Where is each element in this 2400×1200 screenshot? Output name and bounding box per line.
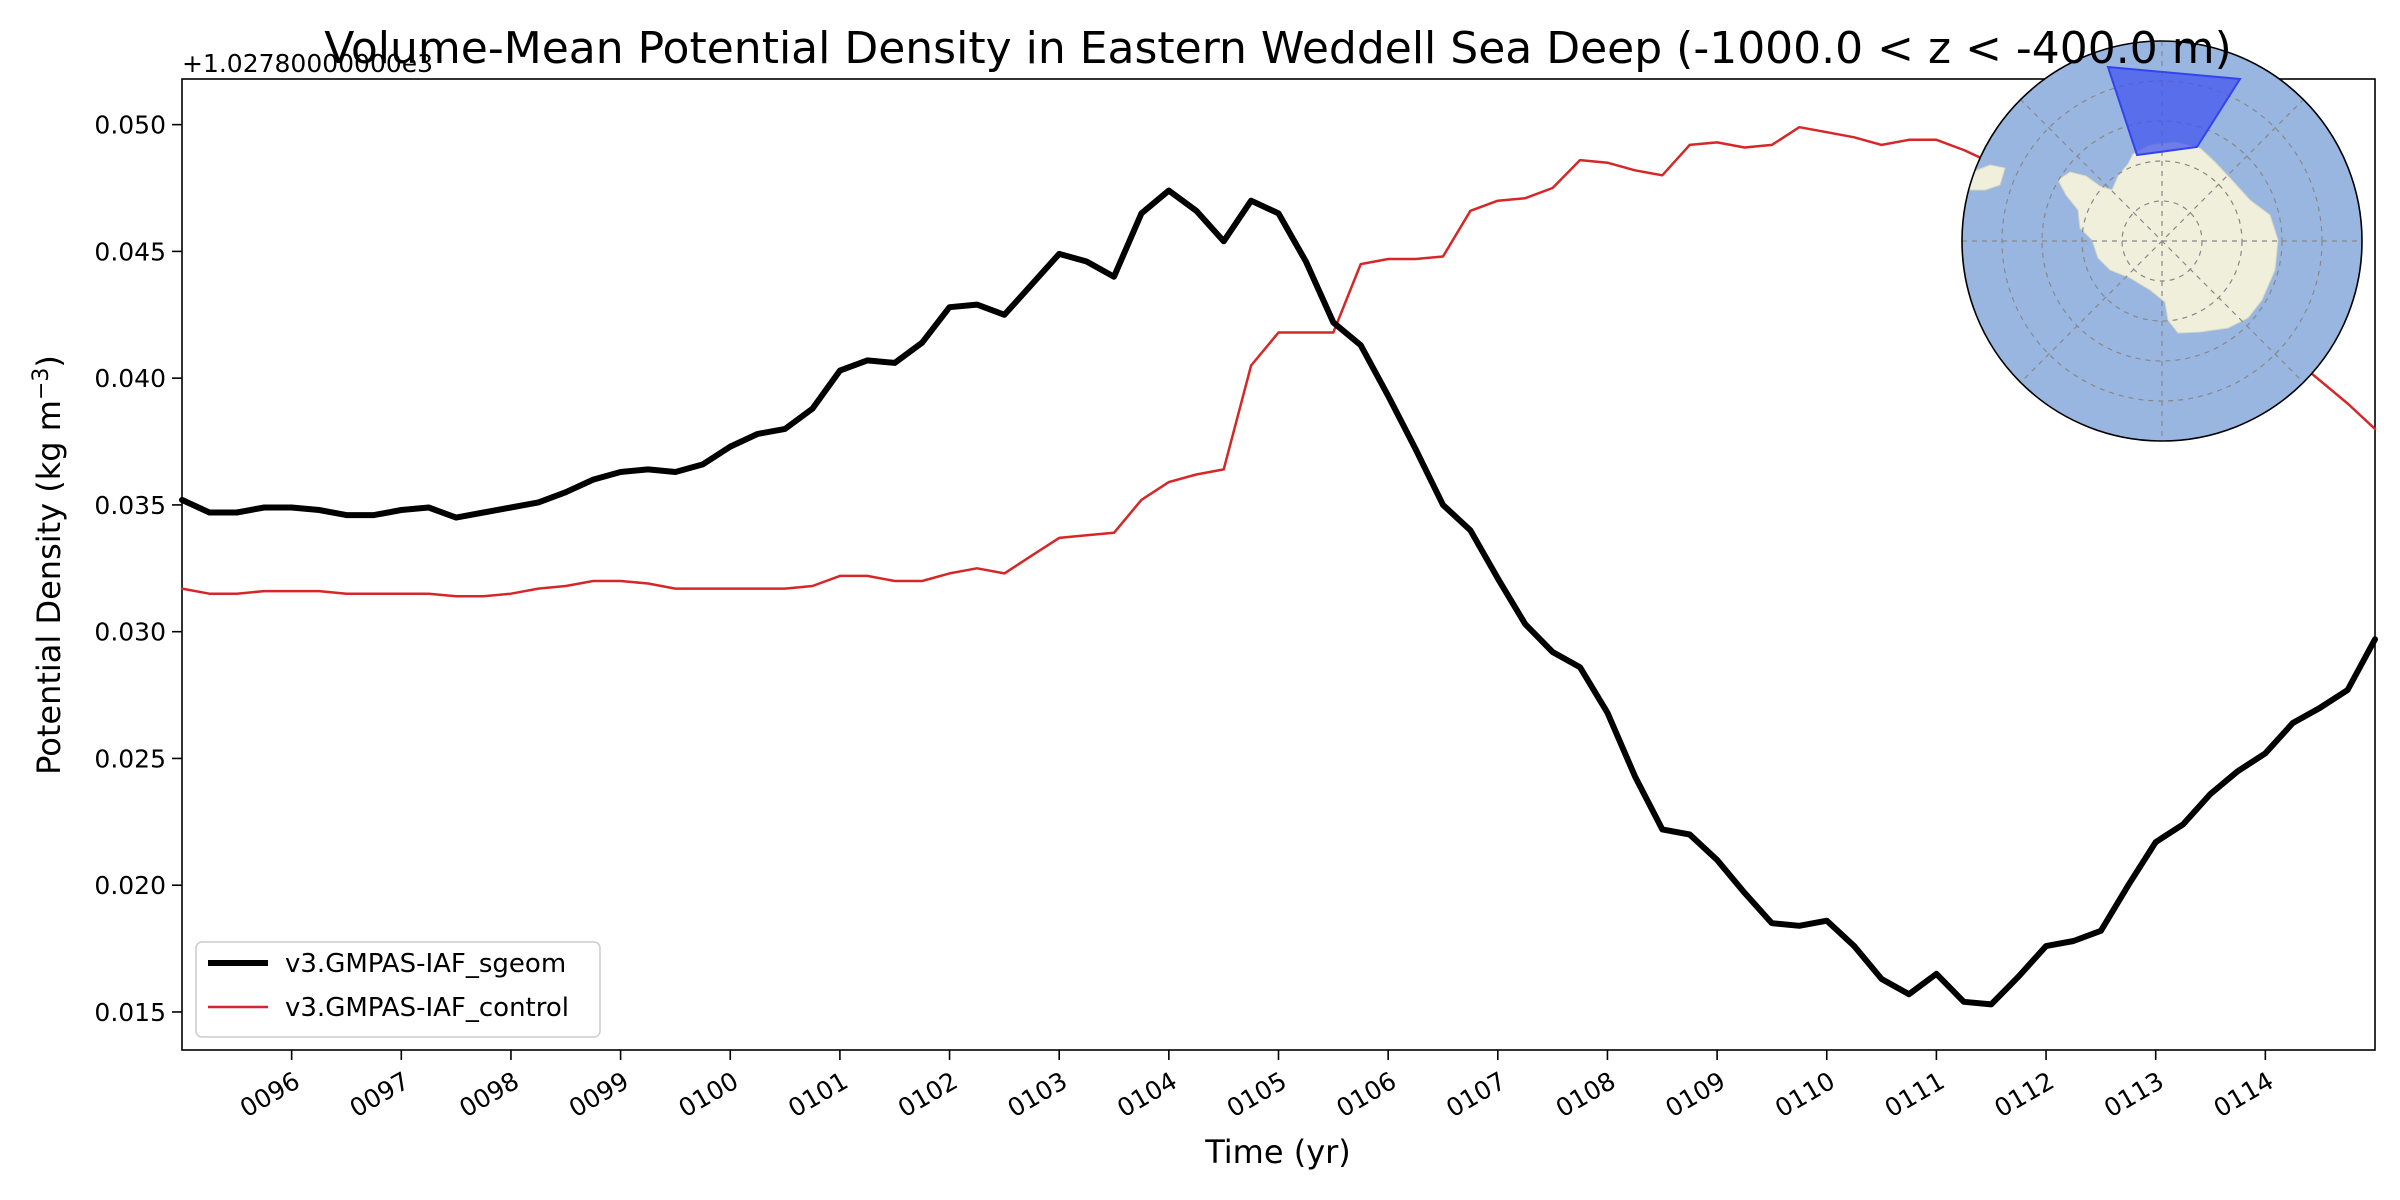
- y-axis-label: Potential Density (kg m−3): [29, 355, 69, 775]
- x-tick-label: 0104: [1112, 1066, 1182, 1123]
- chart-title: Volume-Mean Potential Density in Eastern…: [324, 23, 2232, 74]
- legend-label-control: v3.GMPAS-IAF_control: [285, 993, 569, 1023]
- eastern-weddell-region: [2106, 65, 2242, 157]
- x-tick-label: 0099: [564, 1066, 634, 1123]
- legend-label-sgeom: v3.GMPAS-IAF_sgeom: [285, 949, 566, 979]
- x-tick-label: 0096: [235, 1066, 305, 1123]
- y-offset-label: +1.02780000000e3: [182, 49, 433, 78]
- y-tick-label: 0.030: [94, 618, 166, 647]
- y-tick-label: 0.035: [94, 491, 166, 520]
- x-tick-label: 0101: [783, 1066, 853, 1123]
- x-tick-label: 0097: [345, 1066, 415, 1123]
- y-tick-label: 0.025: [94, 744, 166, 773]
- x-tick-label: 0100: [674, 1066, 744, 1123]
- legend: v3.GMPAS-IAF_sgeom v3.GMPAS-IAF_control: [195, 941, 601, 1038]
- y-tick-label: 0.050: [94, 111, 166, 140]
- y-tick-label: 0.015: [94, 998, 166, 1027]
- x-tick-label: 0108: [1551, 1066, 1621, 1123]
- x-tick-label: 0112: [1989, 1066, 2059, 1123]
- x-tick-label: 0102: [893, 1066, 963, 1123]
- x-tick-label: 0106: [1332, 1066, 1402, 1123]
- antarctica-landmass: [2057, 141, 2279, 334]
- x-tick-label: 0111: [1880, 1066, 1950, 1123]
- series-line-0: [179, 187, 2378, 1008]
- x-tick-label: 0107: [1441, 1066, 1511, 1123]
- x-tick-label: 0105: [1222, 1066, 1292, 1123]
- y-tick-label: 0.045: [94, 237, 166, 266]
- inset-map: [1961, 40, 2363, 442]
- x-tick-label: 0114: [2209, 1066, 2279, 1123]
- x-tick-label: 0110: [1770, 1066, 1840, 1123]
- x-tick-label: 0098: [454, 1066, 524, 1123]
- y-tick-label: 0.040: [94, 364, 166, 393]
- x-tick-label: 0113: [2099, 1066, 2169, 1123]
- y-tick-label: 0.020: [94, 871, 166, 900]
- x-tick-label: 0109: [1660, 1066, 1730, 1123]
- x-axis-label: Time (yr): [1204, 1133, 1351, 1171]
- x-tick-label: 0103: [1003, 1066, 1073, 1123]
